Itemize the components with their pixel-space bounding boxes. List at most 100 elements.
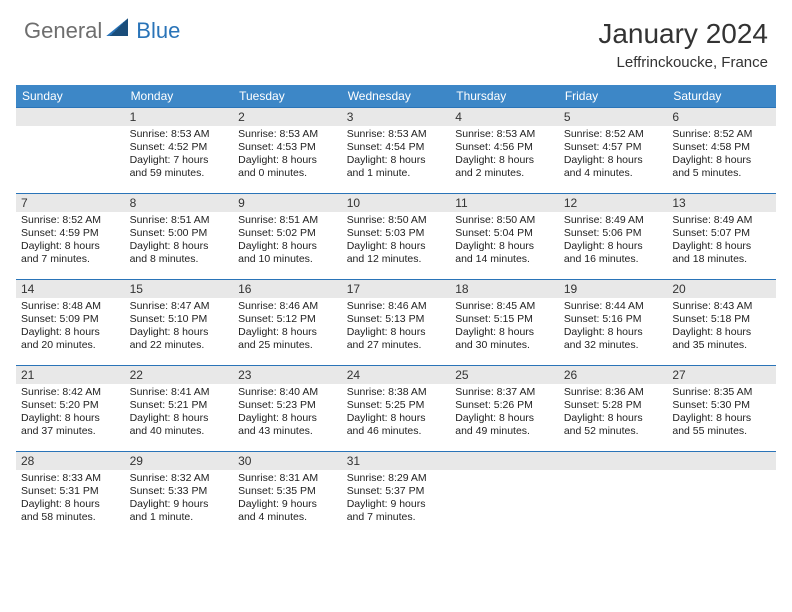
day-number: 2	[233, 108, 342, 126]
sunrise-text: Sunrise: 8:29 AM	[347, 472, 446, 485]
day-body: Sunrise: 8:47 AMSunset: 5:10 PMDaylight:…	[125, 298, 234, 357]
day-cell: 23Sunrise: 8:40 AMSunset: 5:23 PMDayligh…	[233, 366, 342, 452]
sunset-text: Sunset: 5:20 PM	[21, 399, 120, 412]
day-number: 4	[450, 108, 559, 126]
sunrise-text: Sunrise: 8:53 AM	[455, 128, 554, 141]
daylight-text: Daylight: 8 hours and 20 minutes.	[21, 326, 120, 352]
daylight-text: Daylight: 8 hours and 58 minutes.	[21, 498, 120, 524]
brand-part1: General	[24, 18, 102, 44]
day-body: Sunrise: 8:35 AMSunset: 5:30 PMDaylight:…	[667, 384, 776, 443]
daylight-text: Daylight: 8 hours and 35 minutes.	[672, 326, 771, 352]
day-number: 20	[667, 280, 776, 298]
day-body: Sunrise: 8:51 AMSunset: 5:02 PMDaylight:…	[233, 212, 342, 271]
daylight-text: Daylight: 8 hours and 55 minutes.	[672, 412, 771, 438]
day-body: Sunrise: 8:53 AMSunset: 4:54 PMDaylight:…	[342, 126, 451, 185]
day-body: Sunrise: 8:44 AMSunset: 5:16 PMDaylight:…	[559, 298, 668, 357]
day-body: Sunrise: 8:53 AMSunset: 4:56 PMDaylight:…	[450, 126, 559, 185]
day-body: Sunrise: 8:49 AMSunset: 5:07 PMDaylight:…	[667, 212, 776, 271]
sunset-text: Sunset: 5:04 PM	[455, 227, 554, 240]
weekday-header: Monday	[125, 85, 234, 108]
day-number: 31	[342, 452, 451, 470]
day-number: 29	[125, 452, 234, 470]
day-number	[450, 452, 559, 470]
daylight-text: Daylight: 8 hours and 12 minutes.	[347, 240, 446, 266]
sunrise-text: Sunrise: 8:37 AM	[455, 386, 554, 399]
sunrise-text: Sunrise: 8:52 AM	[672, 128, 771, 141]
day-body: Sunrise: 8:49 AMSunset: 5:06 PMDaylight:…	[559, 212, 668, 271]
day-body	[16, 126, 125, 132]
sunrise-text: Sunrise: 8:52 AM	[564, 128, 663, 141]
sunset-text: Sunset: 4:56 PM	[455, 141, 554, 154]
sunset-text: Sunset: 4:53 PM	[238, 141, 337, 154]
day-number: 19	[559, 280, 668, 298]
day-number: 13	[667, 194, 776, 212]
day-cell: 31Sunrise: 8:29 AMSunset: 5:37 PMDayligh…	[342, 452, 451, 538]
day-body	[667, 470, 776, 476]
weekday-header: Friday	[559, 85, 668, 108]
day-cell: 21Sunrise: 8:42 AMSunset: 5:20 PMDayligh…	[16, 366, 125, 452]
sunrise-text: Sunrise: 8:48 AM	[21, 300, 120, 313]
triangle-icon	[106, 18, 128, 36]
daylight-text: Daylight: 8 hours and 37 minutes.	[21, 412, 120, 438]
day-body: Sunrise: 8:53 AMSunset: 4:53 PMDaylight:…	[233, 126, 342, 185]
day-number: 23	[233, 366, 342, 384]
brand-logo: General Blue	[24, 18, 180, 44]
day-cell: 9Sunrise: 8:51 AMSunset: 5:02 PMDaylight…	[233, 194, 342, 280]
day-cell: 28Sunrise: 8:33 AMSunset: 5:31 PMDayligh…	[16, 452, 125, 538]
day-number: 25	[450, 366, 559, 384]
header: General Blue January 2024 Leffrinckoucke…	[0, 0, 792, 79]
sunrise-text: Sunrise: 8:35 AM	[672, 386, 771, 399]
day-cell: 17Sunrise: 8:46 AMSunset: 5:13 PMDayligh…	[342, 280, 451, 366]
weekday-header: Wednesday	[342, 85, 451, 108]
sunset-text: Sunset: 5:10 PM	[130, 313, 229, 326]
location: Leffrinckoucke, France	[598, 54, 768, 71]
sunrise-text: Sunrise: 8:51 AM	[130, 214, 229, 227]
sunset-text: Sunset: 5:37 PM	[347, 485, 446, 498]
daylight-text: Daylight: 8 hours and 25 minutes.	[238, 326, 337, 352]
weekday-header-row: Sunday Monday Tuesday Wednesday Thursday…	[16, 85, 776, 108]
sunrise-text: Sunrise: 8:32 AM	[130, 472, 229, 485]
sunset-text: Sunset: 5:35 PM	[238, 485, 337, 498]
sunrise-text: Sunrise: 8:31 AM	[238, 472, 337, 485]
day-number	[559, 452, 668, 470]
sunrise-text: Sunrise: 8:46 AM	[347, 300, 446, 313]
day-body: Sunrise: 8:31 AMSunset: 5:35 PMDaylight:…	[233, 470, 342, 529]
sunset-text: Sunset: 5:02 PM	[238, 227, 337, 240]
sunset-text: Sunset: 4:52 PM	[130, 141, 229, 154]
sunrise-text: Sunrise: 8:51 AM	[238, 214, 337, 227]
day-number: 17	[342, 280, 451, 298]
daylight-text: Daylight: 8 hours and 52 minutes.	[564, 412, 663, 438]
daylight-text: Daylight: 8 hours and 30 minutes.	[455, 326, 554, 352]
daylight-text: Daylight: 9 hours and 4 minutes.	[238, 498, 337, 524]
sunset-text: Sunset: 5:30 PM	[672, 399, 771, 412]
week-row: 21Sunrise: 8:42 AMSunset: 5:20 PMDayligh…	[16, 366, 776, 452]
day-cell: 24Sunrise: 8:38 AMSunset: 5:25 PMDayligh…	[342, 366, 451, 452]
day-body: Sunrise: 8:50 AMSunset: 5:04 PMDaylight:…	[450, 212, 559, 271]
day-number	[667, 452, 776, 470]
day-body: Sunrise: 8:29 AMSunset: 5:37 PMDaylight:…	[342, 470, 451, 529]
daylight-text: Daylight: 8 hours and 4 minutes.	[564, 154, 663, 180]
day-body: Sunrise: 8:52 AMSunset: 4:59 PMDaylight:…	[16, 212, 125, 271]
sunrise-text: Sunrise: 8:52 AM	[21, 214, 120, 227]
sunset-text: Sunset: 4:57 PM	[564, 141, 663, 154]
day-cell: 2Sunrise: 8:53 AMSunset: 4:53 PMDaylight…	[233, 108, 342, 194]
day-cell: 3Sunrise: 8:53 AMSunset: 4:54 PMDaylight…	[342, 108, 451, 194]
sunrise-text: Sunrise: 8:42 AM	[21, 386, 120, 399]
sunrise-text: Sunrise: 8:45 AM	[455, 300, 554, 313]
day-cell: 1Sunrise: 8:53 AMSunset: 4:52 PMDaylight…	[125, 108, 234, 194]
day-number: 10	[342, 194, 451, 212]
day-cell: 25Sunrise: 8:37 AMSunset: 5:26 PMDayligh…	[450, 366, 559, 452]
week-row: 7Sunrise: 8:52 AMSunset: 4:59 PMDaylight…	[16, 194, 776, 280]
sunrise-text: Sunrise: 8:53 AM	[130, 128, 229, 141]
sunrise-text: Sunrise: 8:53 AM	[347, 128, 446, 141]
day-number: 9	[233, 194, 342, 212]
day-body: Sunrise: 8:46 AMSunset: 5:12 PMDaylight:…	[233, 298, 342, 357]
daylight-text: Daylight: 8 hours and 16 minutes.	[564, 240, 663, 266]
daylight-text: Daylight: 8 hours and 49 minutes.	[455, 412, 554, 438]
weekday-header: Sunday	[16, 85, 125, 108]
day-number	[16, 108, 125, 126]
daylight-text: Daylight: 8 hours and 22 minutes.	[130, 326, 229, 352]
weekday-header: Saturday	[667, 85, 776, 108]
sunset-text: Sunset: 5:33 PM	[130, 485, 229, 498]
sunrise-text: Sunrise: 8:46 AM	[238, 300, 337, 313]
